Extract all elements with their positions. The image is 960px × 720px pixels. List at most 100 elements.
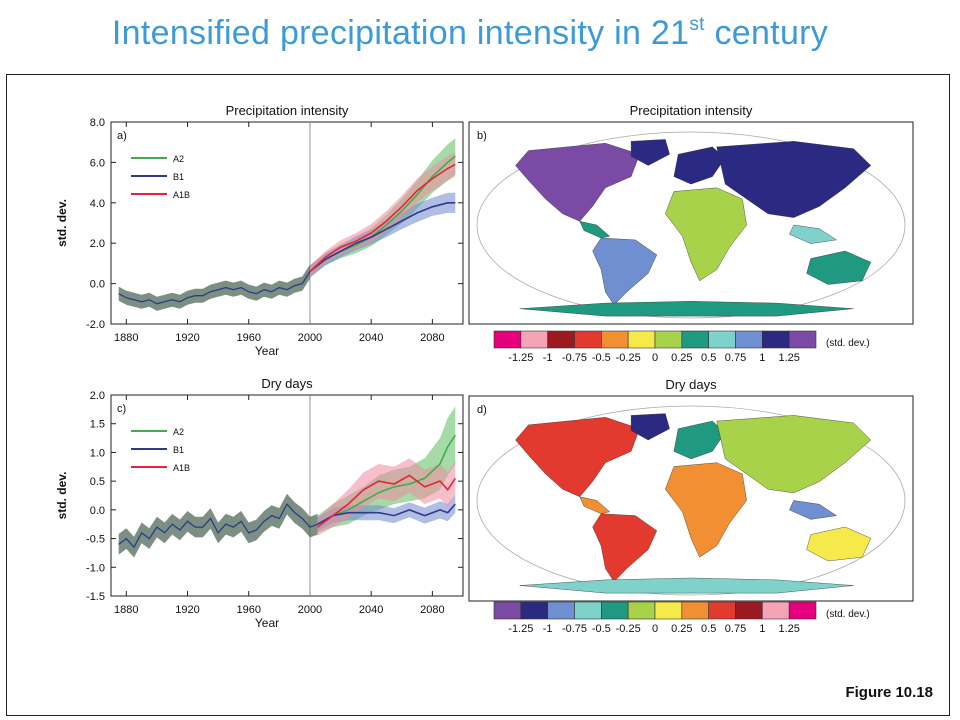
colorbar-label-b: 0.25 — [671, 352, 692, 364]
colorbar-unit-d: (std. dev.) — [826, 609, 870, 620]
x-tick-label-c: 2080 — [420, 604, 444, 616]
colorbar-cell-b — [681, 330, 709, 349]
land-australia-b — [806, 250, 872, 285]
land-southeast-asia-d — [789, 500, 838, 520]
title-main: Intensified precipitation intensity in 2… — [111, 14, 690, 52]
colorbar-cell-d — [708, 601, 736, 620]
x-axis-label-c: Year — [255, 616, 279, 630]
x-tick-label-a: 2000 — [298, 332, 322, 344]
x-tick-label-c: 2040 — [359, 604, 383, 616]
legend-label-a1b-a: A1B — [173, 190, 190, 200]
y-tick-label-a: 2.0 — [90, 238, 105, 250]
colorbar-label-b: -0.75 — [562, 352, 587, 364]
x-tick-label-c: 2000 — [298, 604, 322, 616]
band-a1b-c — [317, 458, 456, 536]
land-africa-b — [665, 187, 747, 282]
land-africa-d — [665, 462, 747, 558]
colorbar-cell-b — [654, 330, 683, 349]
x-axis-label-a: Year — [255, 344, 279, 358]
y-tick-label-a: 4.0 — [90, 198, 105, 210]
historic-band-a — [118, 264, 310, 311]
legend-label-a1b-c: A1B — [173, 463, 190, 473]
legend-label-b1-c: B1 — [173, 445, 184, 455]
series-a1b-a — [309, 163, 456, 273]
land-greenland-b — [630, 139, 670, 166]
colorbar-label-d: 0.75 — [725, 623, 746, 635]
y-axis-label-c: std. dev. — [55, 472, 69, 520]
map-title-d: Dry days — [665, 377, 717, 392]
colorbar-label-d: -1.25 — [508, 623, 533, 635]
land-antarctica-d — [519, 577, 854, 594]
line-panel-a: Precipitation intensity a) -2.0 0.0 2.0 4.0 6.… — [55, 103, 464, 358]
colorbar-label-d: 0.5 — [701, 623, 716, 635]
land-central-america-d — [579, 496, 611, 514]
legend-label-b1-a: B1 — [173, 172, 184, 182]
land-europe-b — [673, 146, 726, 185]
land-europe-d — [673, 420, 726, 460]
map-panel-letter-b: b) — [477, 130, 487, 142]
colorbar-label-d: -0.75 — [562, 623, 587, 635]
colorbar-cell-d — [493, 601, 522, 620]
colorbar-cell-d — [574, 601, 602, 620]
panel-title-a: Precipitation intensity — [226, 103, 349, 118]
x-tick-label-a: 1920 — [175, 332, 199, 344]
colorbar-label-b: 0.5 — [701, 352, 716, 364]
colorbar-label-d: 0.25 — [671, 623, 692, 635]
colorbar-label-b: 0 — [652, 352, 658, 364]
colorbar-cell-b — [762, 330, 790, 349]
y-axis-label-a: std. dev. — [55, 199, 69, 247]
colorbar-cell-b — [574, 330, 602, 349]
colorbar-label-b: 0.75 — [725, 352, 746, 364]
line-panel-c: Dry days c) -1.5 -1.0 -0.5 0.0 0.5 1.0 1.5 2.0 188… — [55, 376, 464, 630]
historic-band-c — [118, 493, 318, 558]
colorbar-label-d: 1 — [759, 623, 765, 635]
series-b1-a — [309, 202, 456, 273]
x-tick-label-a: 1880 — [114, 332, 138, 344]
colorbar-label-d: 1.25 — [778, 623, 799, 635]
colorbar-label-d: 0 — [652, 623, 658, 635]
y-tick-label-c: -1.0 — [86, 562, 105, 574]
colorbar-cell-b — [788, 330, 817, 349]
historic-line-a — [118, 271, 311, 305]
band-b1-c — [317, 495, 456, 532]
band-b1-a — [310, 192, 456, 278]
y-tick-label-c: -1.5 — [86, 591, 105, 603]
colorbar-label-b: -0.25 — [616, 352, 641, 364]
land-southeast-asia-b — [789, 224, 838, 244]
colorbar-unit-b: (std. dev.) — [826, 338, 870, 349]
band-a1b-a — [310, 152, 456, 278]
colorbar-cell-d — [681, 601, 709, 620]
y-tick-label-c: 1.5 — [90, 419, 105, 431]
panel-title-c: Dry days — [261, 376, 313, 391]
land-south-america-d — [592, 513, 658, 583]
x-tick-label-a: 2080 — [420, 332, 444, 344]
land-antarctica-b — [519, 301, 854, 317]
colorbar-label-b: 1 — [759, 352, 765, 364]
historic-line-c — [118, 502, 318, 549]
y-tick-label-a: -2.0 — [86, 319, 105, 331]
colorbar-cell-b — [708, 330, 736, 349]
figure-canvas: Precipitation intensity a) -2.0 0.0 2.0 4.0 6.… — [55, 103, 914, 635]
x-tick-label-c: 1920 — [175, 604, 199, 616]
slide-title: Intensified precipitation intensity in 2… — [0, 14, 940, 53]
panel-letter-a: a) — [117, 130, 127, 142]
colorbar-cell-d — [788, 601, 817, 620]
figure-label: Figure 10.18 — [845, 684, 933, 701]
y-tick-label-c: 0.0 — [90, 505, 105, 517]
y-tick-label-c: 1.0 — [90, 447, 105, 459]
land-australia-d — [806, 526, 872, 562]
land-south-america-b — [592, 237, 658, 306]
colorbar-label-b: -0.5 — [592, 352, 611, 364]
colorbar-label-d: -0.5 — [592, 623, 611, 635]
colorbar-cell-b — [601, 330, 629, 349]
y-tick-label-c: 2.0 — [90, 390, 105, 402]
colorbar-label-d: -1 — [543, 623, 553, 635]
series-a1b-c — [317, 474, 456, 528]
map-panel-d: Dry days d) -1.25 -1 -0.75 -0.5 -0.25 0 0.25 0.5 0… — [468, 377, 914, 635]
y-tick-label-a: 6.0 — [90, 157, 105, 169]
colorbar-cell-d — [601, 601, 629, 620]
colorbar-cell-b — [493, 330, 522, 349]
colorbar-cell-d — [735, 601, 763, 620]
colorbar-cell-b — [547, 330, 575, 349]
y-tick-label-c: -0.5 — [86, 534, 105, 546]
